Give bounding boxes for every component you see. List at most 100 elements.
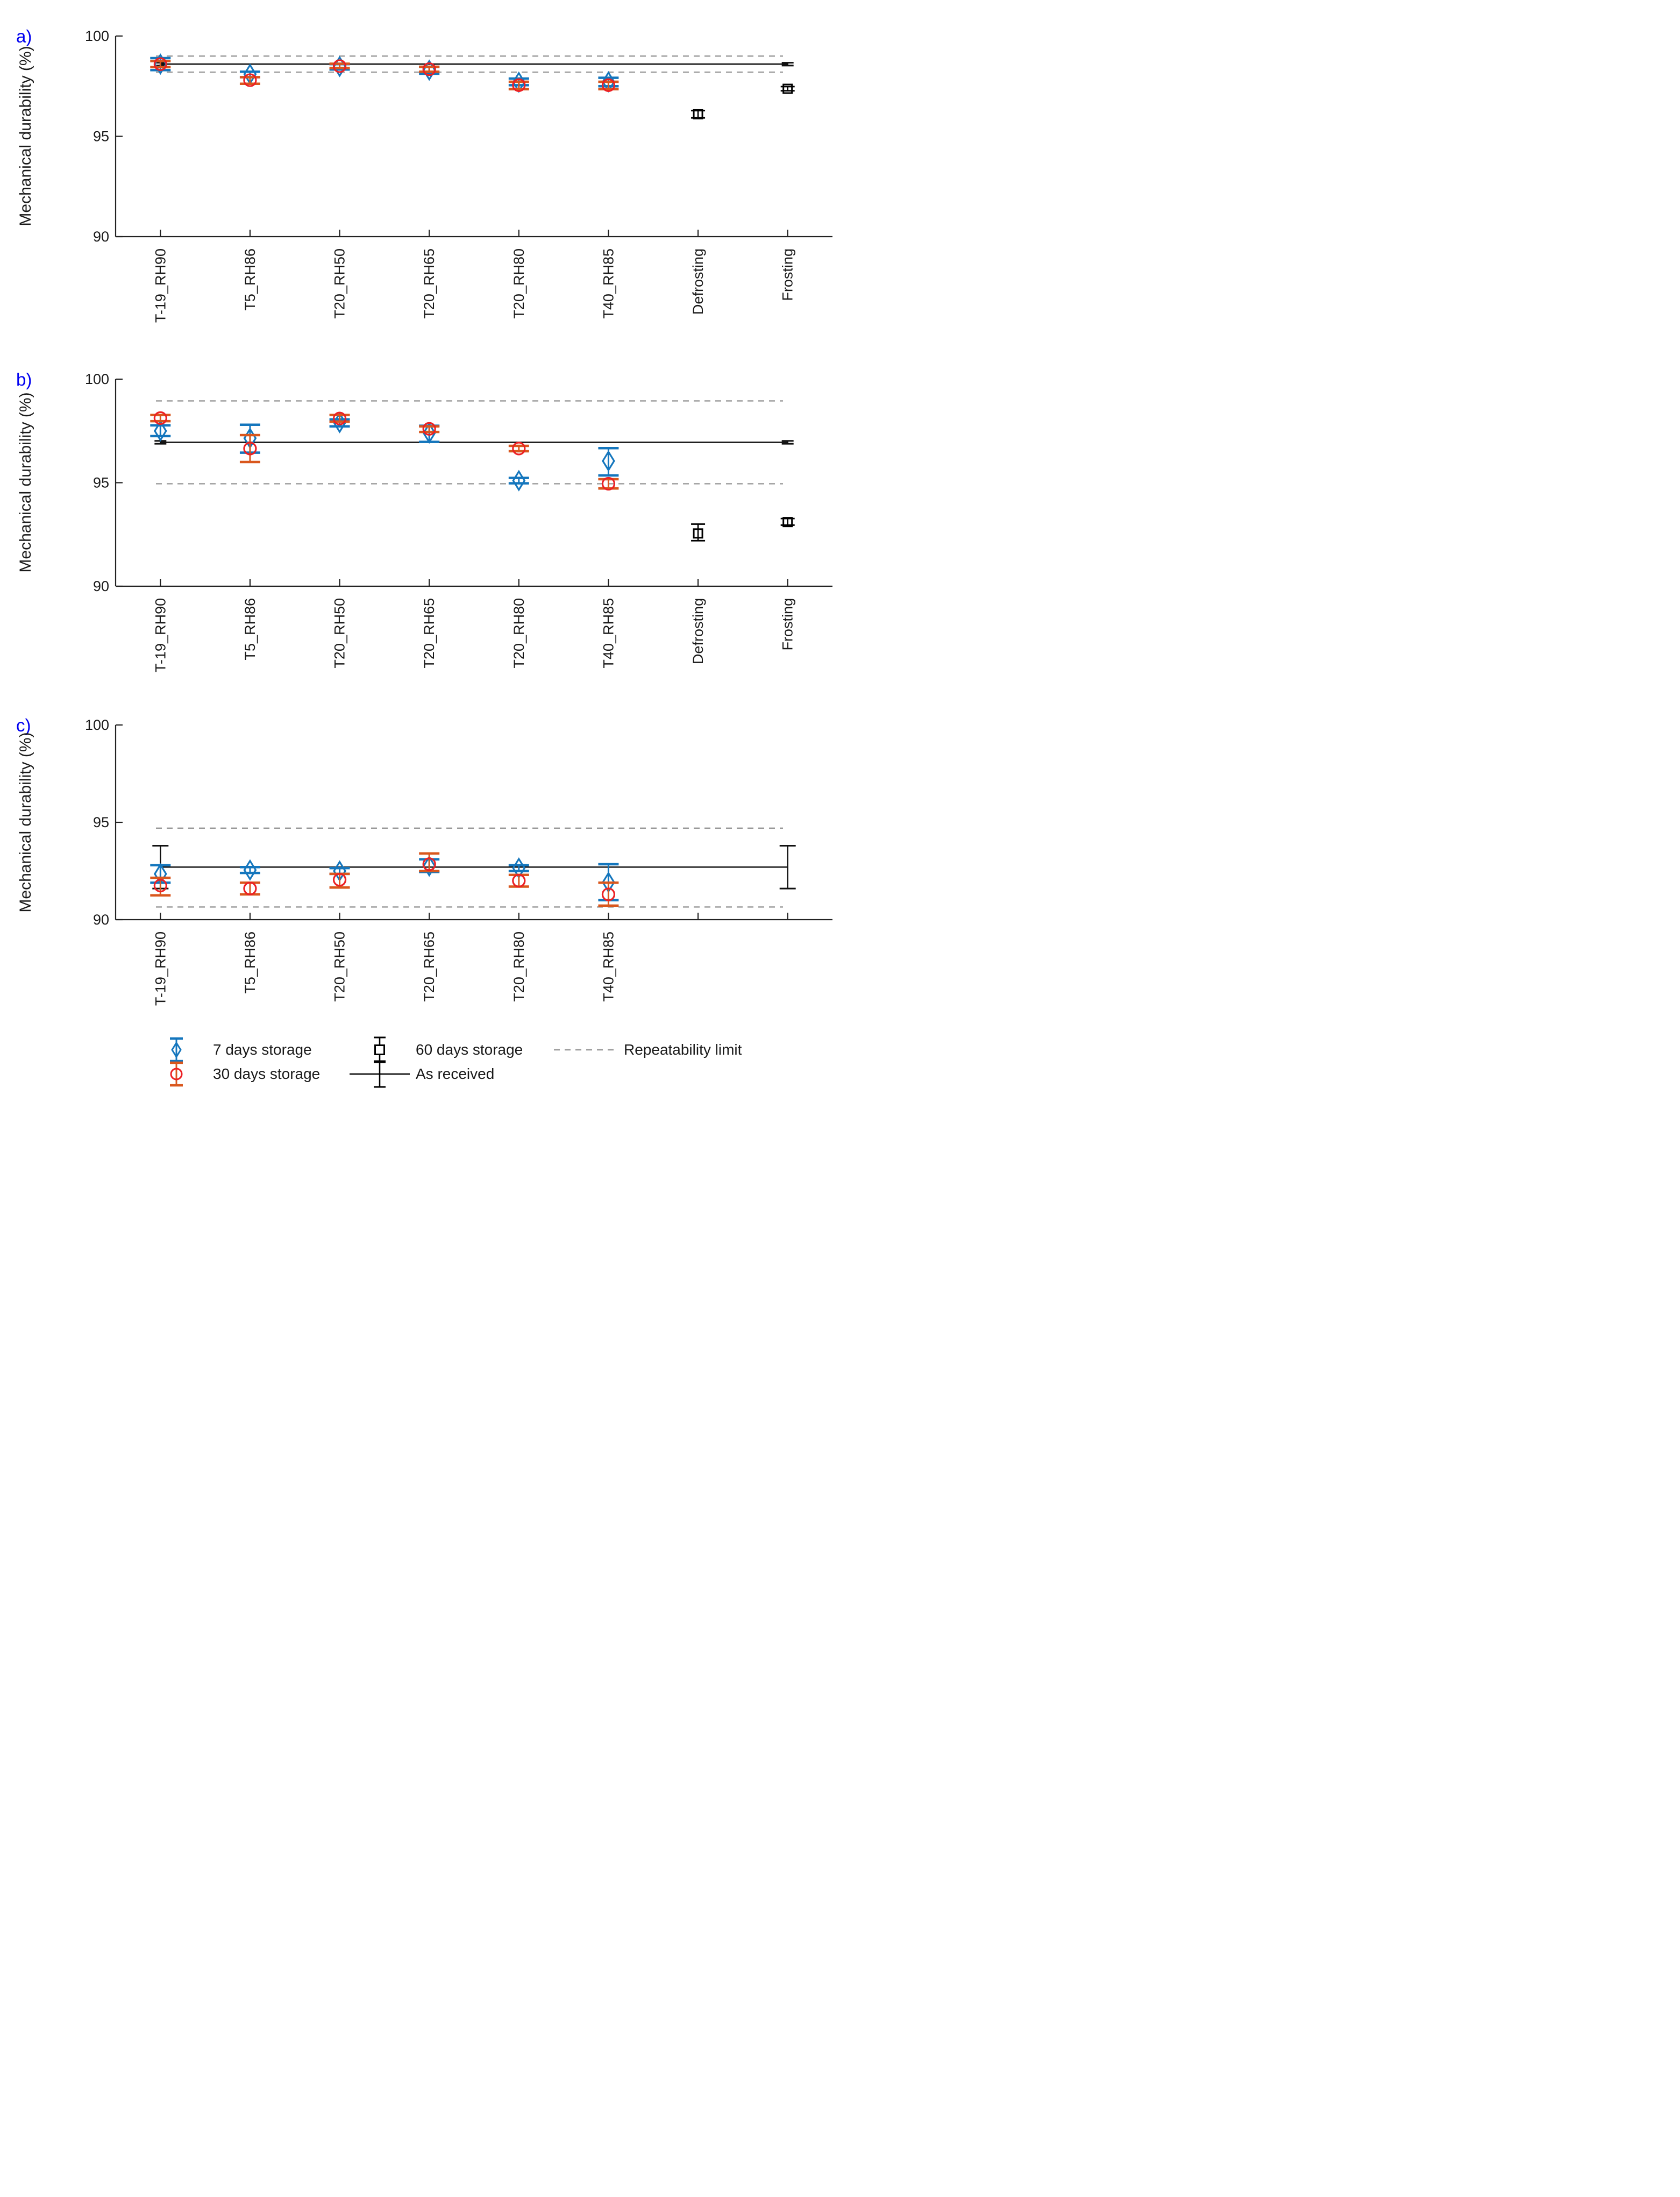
panel-c-ylabel: Mechanical durability (%) [17, 732, 34, 912]
x-tick-label: T20_RH50 [332, 932, 348, 1002]
data-point-circle [150, 57, 171, 71]
x-tick-label: T-19_RH90 [152, 598, 168, 672]
diamond-marker [422, 422, 436, 444]
square-marker [782, 83, 793, 94]
panel-c-plot: 100 95 90 T-19_RH90 T5_RH86 T20_RH50 T20_RH65 T… [85, 717, 832, 1006]
chart-canvas: 100 95 90 T-19_RH90 T5_RH86 T20_RH50 T20_RH65 T… [16, 26, 832, 1088]
circle-marker [153, 57, 167, 71]
data-point-diamond [150, 420, 171, 442]
legend-label-60-days: 60 days storage [416, 1041, 523, 1058]
legend-circle-icon [170, 1068, 183, 1080]
square-marker [693, 109, 703, 119]
circle-marker [601, 477, 616, 491]
circle-marker [512, 442, 526, 456]
data-point-circle [329, 872, 350, 889]
square-marker [782, 517, 793, 528]
y-tick-label: 100 [85, 371, 109, 387]
data-point-circle [150, 411, 171, 425]
circle-marker [601, 78, 616, 92]
data-point-square [691, 523, 706, 542]
x-tick-label: Defrosting [690, 248, 706, 315]
x-tick-label: T20_RH65 [421, 598, 437, 669]
legend-label-repeatability: Repeatability limit [624, 1041, 742, 1058]
circle-marker [512, 873, 526, 888]
y-tick-label: 95 [93, 814, 109, 830]
y-tick-label: 90 [93, 912, 109, 928]
diamond-marker [512, 470, 526, 492]
x-tick-label: T20_RH50 [332, 248, 348, 319]
diamond-marker [602, 450, 615, 472]
data-point-square [780, 83, 795, 94]
figure: 100 95 90 T-19_RH90 T5_RH86 T20_RH50 T20_RH65 T… [0, 0, 840, 1099]
data-point-diamond [239, 859, 260, 881]
data-point-circle [329, 411, 350, 425]
data-point-circle [419, 62, 440, 76]
data-point-circle [239, 433, 260, 464]
circle-marker [601, 887, 616, 901]
diamond-marker [333, 411, 346, 433]
x-tick-label: Defrosting [690, 598, 706, 664]
data-point-circle [508, 873, 529, 888]
data-point-circle [598, 78, 619, 92]
x-tick-label: T5_RH86 [242, 598, 258, 660]
circle-marker [422, 422, 436, 436]
legend-diamond-icon [171, 1041, 182, 1058]
legend-square-icon [374, 1044, 385, 1055]
panel-a-ylabel: Mechanical durability (%) [17, 46, 34, 226]
data-point-circle [508, 442, 529, 456]
x-tick-label: Frosting [780, 248, 796, 301]
circle-marker [153, 411, 167, 425]
x-tick-label: T-19_RH90 [152, 248, 168, 323]
panel-b-plot: 100 95 90 T-19_RH90 T5_RH86 T20_RH50 T20_RH65 T… [85, 371, 832, 672]
x-tick-label: T20_RH65 [421, 932, 437, 1002]
x-tick-label: T-19_RH90 [152, 932, 168, 1006]
diamond-marker [243, 859, 257, 881]
x-tick-label: T20_RH65 [421, 248, 437, 319]
panel-a-letter: a) [16, 26, 32, 46]
x-tick-label: T40_RH85 [600, 932, 616, 1002]
circle-marker [512, 78, 526, 92]
y-tick-label: 95 [93, 475, 109, 491]
data-point-square [691, 109, 706, 119]
x-tick-label: T20_RH50 [332, 598, 348, 669]
y-tick-label: 95 [93, 129, 109, 145]
x-tick-label: T5_RH86 [242, 248, 258, 311]
x-tick-label: T5_RH86 [242, 932, 258, 994]
data-point-circle [150, 876, 171, 897]
data-point-circle [329, 59, 350, 73]
y-tick-label: 90 [93, 578, 109, 594]
legend [170, 1036, 618, 1088]
data-point-circle [598, 881, 619, 907]
y-tick-label: 100 [85, 28, 109, 44]
x-tick-label: Frosting [780, 598, 796, 651]
x-tick-label: T20_RH80 [511, 598, 527, 669]
x-tick-label: T20_RH80 [511, 248, 527, 319]
panel-a-plot: 100 95 90 T-19_RH90 T5_RH86 T20_RH50 T20_RH65 T… [85, 28, 832, 323]
data-point-diamond [598, 446, 619, 477]
circle-marker [422, 857, 436, 871]
y-tick-label: 100 [85, 717, 109, 733]
circle-marker [153, 879, 167, 893]
data-point-circle [508, 78, 529, 92]
x-tick-label: T20_RH80 [511, 932, 527, 1002]
square-marker [693, 528, 703, 539]
circle-marker [332, 411, 347, 425]
circle-marker [243, 881, 257, 895]
data-point-circle [419, 852, 440, 872]
circle-marker [243, 73, 257, 87]
data-point-square [780, 517, 795, 528]
data-point-circle [419, 422, 440, 436]
circle-marker [422, 62, 436, 76]
legend-label-7-days: 7 days storage [213, 1041, 312, 1058]
panel-b-letter: b) [16, 369, 32, 389]
diamond-marker [153, 420, 167, 442]
legend-label-30-days: 30 days storage [213, 1065, 320, 1082]
x-tick-label: T40_RH85 [600, 248, 616, 319]
diamond-marker [422, 855, 436, 877]
circle-marker [243, 442, 257, 456]
data-point-circle [239, 73, 260, 87]
data-point-circle [598, 477, 619, 491]
legend-label-as-received: As received [416, 1065, 494, 1082]
y-tick-label: 90 [93, 229, 109, 245]
circle-marker [332, 59, 347, 73]
